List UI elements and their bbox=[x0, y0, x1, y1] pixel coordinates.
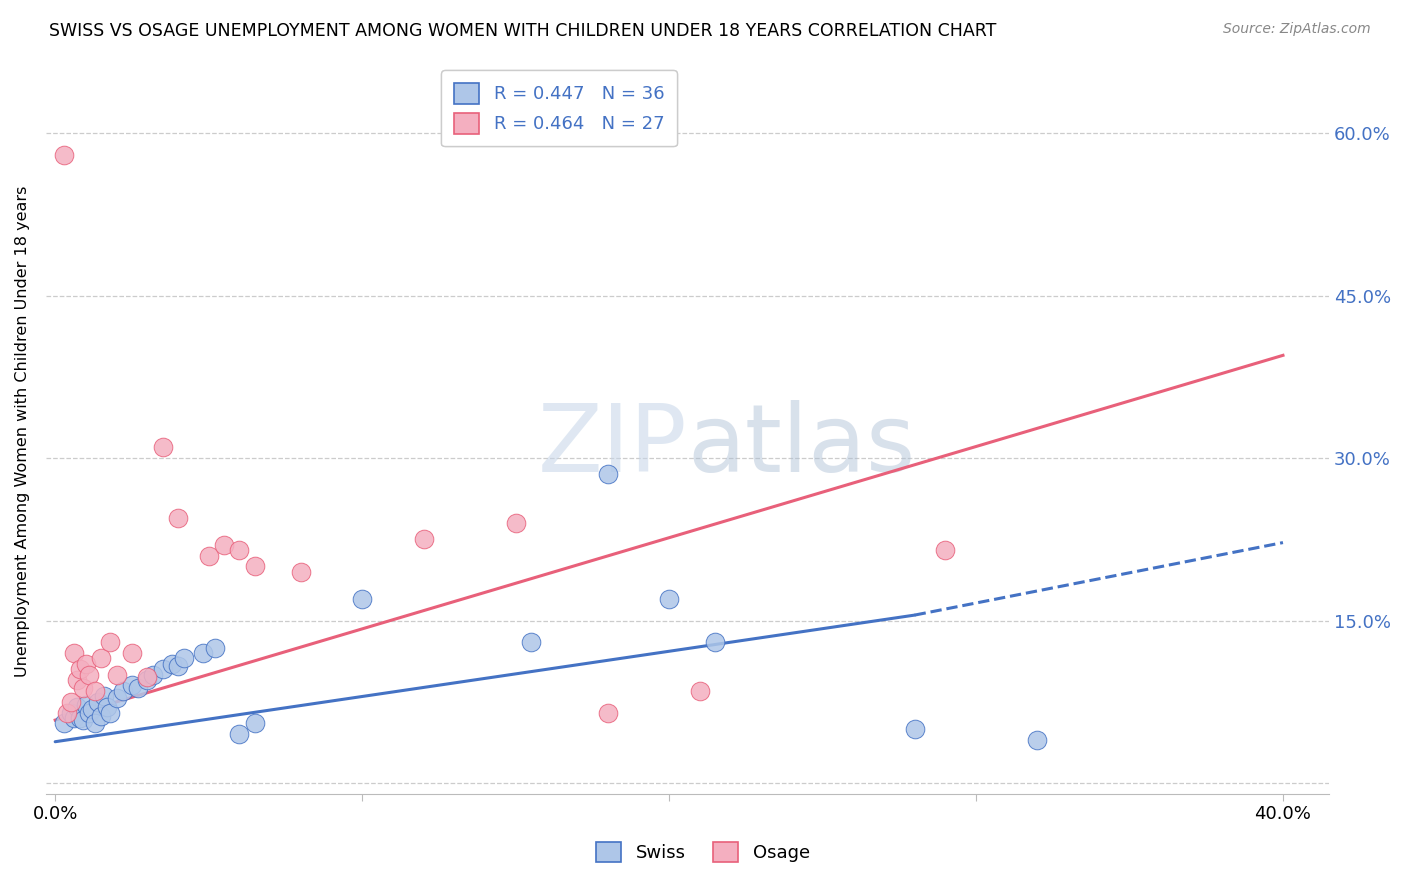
Point bbox=[520, 635, 543, 649]
Point bbox=[127, 681, 149, 695]
Point bbox=[84, 684, 107, 698]
Point bbox=[121, 646, 143, 660]
Point bbox=[352, 591, 374, 606]
Legend: Swiss, Osage: Swiss, Osage bbox=[589, 834, 817, 870]
Point bbox=[173, 651, 195, 665]
Point bbox=[934, 543, 956, 558]
Point bbox=[77, 706, 100, 720]
Point bbox=[596, 706, 619, 720]
Point bbox=[105, 667, 128, 681]
Point bbox=[93, 690, 115, 704]
Point bbox=[136, 673, 159, 687]
Text: atlas: atlas bbox=[688, 400, 915, 491]
Point bbox=[243, 716, 266, 731]
Point bbox=[77, 667, 100, 681]
Point bbox=[100, 706, 122, 720]
Point bbox=[596, 467, 619, 482]
Point bbox=[658, 591, 681, 606]
Point bbox=[505, 516, 527, 530]
Point bbox=[121, 678, 143, 692]
Point bbox=[90, 708, 112, 723]
Point bbox=[243, 559, 266, 574]
Point bbox=[1026, 732, 1049, 747]
Point bbox=[290, 565, 312, 579]
Point bbox=[87, 695, 110, 709]
Point bbox=[167, 659, 190, 673]
Point bbox=[142, 667, 165, 681]
Point bbox=[167, 510, 190, 524]
Point bbox=[136, 670, 159, 684]
Point bbox=[96, 700, 118, 714]
Point bbox=[105, 691, 128, 706]
Point bbox=[69, 711, 91, 725]
Point bbox=[204, 640, 226, 655]
Point bbox=[689, 684, 711, 698]
Point bbox=[62, 646, 84, 660]
Point bbox=[66, 700, 89, 714]
Point bbox=[111, 684, 134, 698]
Point bbox=[904, 722, 927, 736]
Point bbox=[152, 662, 174, 676]
Text: Source: ZipAtlas.com: Source: ZipAtlas.com bbox=[1223, 22, 1371, 37]
Point bbox=[90, 651, 112, 665]
Point bbox=[80, 702, 103, 716]
Point bbox=[160, 657, 183, 671]
Point bbox=[75, 698, 97, 712]
Point bbox=[84, 716, 107, 731]
Point bbox=[53, 716, 76, 731]
Point bbox=[62, 711, 84, 725]
Point bbox=[75, 657, 97, 671]
Point bbox=[69, 662, 91, 676]
Point bbox=[152, 440, 174, 454]
Point bbox=[212, 538, 235, 552]
Point bbox=[412, 533, 434, 547]
Point bbox=[228, 727, 250, 741]
Point bbox=[100, 635, 122, 649]
Text: SWISS VS OSAGE UNEMPLOYMENT AMONG WOMEN WITH CHILDREN UNDER 18 YEARS CORRELATION: SWISS VS OSAGE UNEMPLOYMENT AMONG WOMEN … bbox=[49, 22, 997, 40]
Text: ZIP: ZIP bbox=[538, 400, 688, 491]
Point bbox=[53, 148, 76, 162]
Point bbox=[191, 646, 214, 660]
Y-axis label: Unemployment Among Women with Children Under 18 years: Unemployment Among Women with Children U… bbox=[15, 186, 30, 677]
Point bbox=[72, 713, 94, 727]
Point bbox=[228, 543, 250, 558]
Legend: R = 0.447   N = 36, R = 0.464   N = 27: R = 0.447 N = 36, R = 0.464 N = 27 bbox=[441, 70, 678, 146]
Point bbox=[59, 706, 82, 720]
Point bbox=[66, 673, 89, 687]
Point bbox=[56, 706, 79, 720]
Point bbox=[197, 549, 219, 563]
Point bbox=[59, 695, 82, 709]
Point bbox=[72, 681, 94, 695]
Point bbox=[704, 635, 727, 649]
